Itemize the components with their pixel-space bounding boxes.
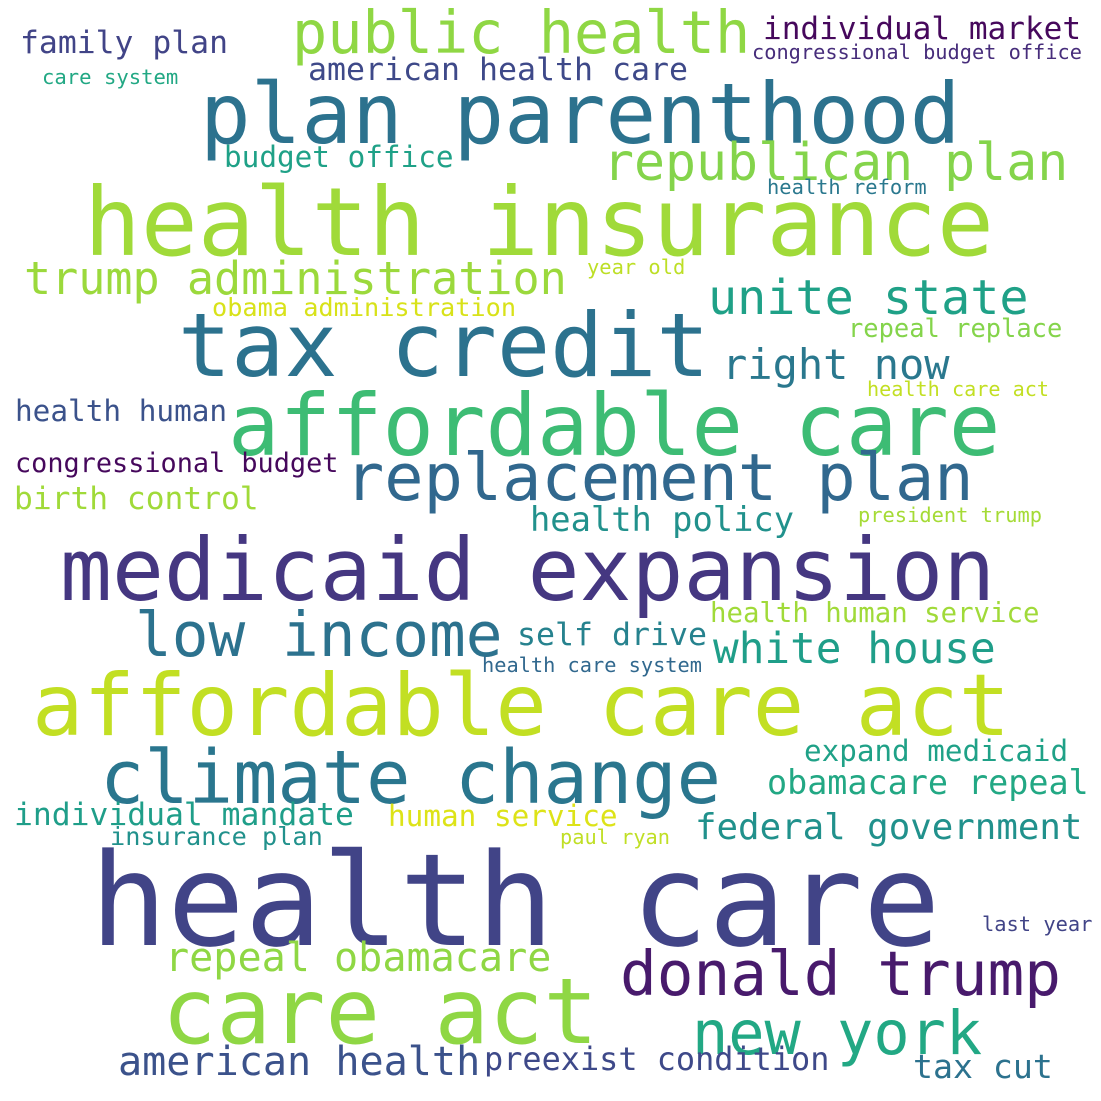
word: health human xyxy=(15,394,228,428)
word: health reform xyxy=(767,175,927,199)
word: tax cut xyxy=(913,1047,1053,1086)
word: congressional budget xyxy=(15,448,339,479)
word: preexist condition xyxy=(484,1040,830,1078)
word: health human service xyxy=(710,598,1040,629)
word: health care xyxy=(90,827,941,976)
word: right now xyxy=(722,340,950,389)
word: american health xyxy=(118,1039,481,1085)
word: health care act xyxy=(867,377,1050,401)
word: insurance plan xyxy=(110,822,323,851)
word: low income xyxy=(135,600,503,671)
word: federal government xyxy=(695,807,1083,848)
word: care act xyxy=(162,960,598,1065)
word: health care system xyxy=(482,653,702,677)
word: american health care xyxy=(308,52,689,88)
word: donald trump xyxy=(620,939,1062,1010)
word: self drive xyxy=(517,617,708,653)
word: individual mandate xyxy=(14,797,354,833)
word: affordable care act xyxy=(32,657,1011,756)
word: repeal obamacare xyxy=(165,935,552,981)
word: health insurance xyxy=(84,168,994,278)
word: human service xyxy=(388,799,618,833)
word: replacement plan xyxy=(345,440,974,516)
word: obamacare repeal xyxy=(767,763,1089,802)
word: plan parenthood xyxy=(200,65,961,163)
word: republican plan xyxy=(603,133,1069,193)
word: obama administration xyxy=(212,293,517,322)
word: year old xyxy=(587,255,686,279)
word: unite state xyxy=(708,270,1029,326)
word: congressional budget office xyxy=(752,40,1082,64)
word: white house xyxy=(713,624,996,674)
word: budget office xyxy=(224,140,454,174)
word: climate change xyxy=(100,736,721,821)
word: family plan xyxy=(20,25,228,61)
word: health policy xyxy=(530,500,795,539)
word: expand medicaid xyxy=(804,734,1069,768)
word: medicaid expansion xyxy=(60,521,996,621)
word: individual market xyxy=(763,11,1082,47)
word: care system xyxy=(42,65,179,89)
word: birth control xyxy=(14,481,259,517)
word: new york xyxy=(692,999,983,1069)
word: paul ryan xyxy=(560,825,670,849)
word: tax credit xyxy=(178,294,710,397)
word: trump administration xyxy=(24,252,567,305)
word: last year xyxy=(982,912,1093,936)
word: affordable care xyxy=(228,377,1001,476)
word: repeal replace xyxy=(848,313,1063,343)
word: president trump xyxy=(858,503,1043,527)
word: public health xyxy=(292,0,751,67)
